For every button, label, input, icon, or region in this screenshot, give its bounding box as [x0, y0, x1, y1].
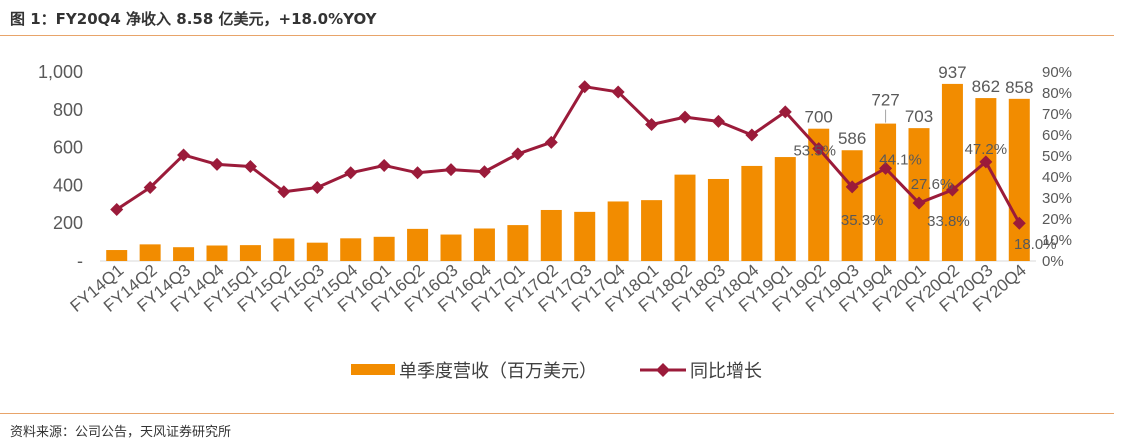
growth-marker [578, 80, 592, 94]
growth-marker [344, 166, 358, 180]
bar [273, 238, 295, 261]
growth-marker [444, 163, 458, 177]
growth-marker [879, 161, 893, 175]
growth-marker [544, 135, 558, 149]
legend-line-label: 同比增长 [690, 361, 762, 382]
bar-data-label: 727 [871, 91, 899, 110]
growth-marker [912, 196, 926, 210]
growth-marker [511, 147, 525, 161]
y-left-tick-label: 400 [53, 175, 83, 195]
growth-marker [277, 185, 291, 199]
growth-marker [110, 203, 124, 217]
growth-line [115, 85, 1021, 224]
growth-marker [845, 180, 859, 194]
y-left-tick-label: 800 [53, 100, 83, 120]
growth-marker [310, 181, 324, 194]
chart-title: 图 1：FY20Q4 净收入 8.58 亿美元，+18.0%YOY [10, 10, 377, 28]
growth-marker [611, 85, 625, 99]
growth-marker [411, 166, 425, 180]
bar-data-label: 862 [972, 77, 1000, 96]
y-right-tick-label: 30% [1042, 190, 1072, 207]
y-right-tick-label: 50% [1042, 148, 1072, 165]
growth-marker [243, 160, 257, 173]
line-data-label: 35.3% [841, 212, 884, 229]
growth-marker [812, 142, 826, 156]
growth-marker [210, 157, 224, 171]
bar-data-label: 703 [905, 107, 933, 126]
legend-bar-swatch [351, 364, 395, 375]
top-rule [0, 35, 1114, 36]
bar [373, 236, 395, 261]
line-data-label: 44.1% [879, 151, 922, 168]
growth-marker [745, 128, 759, 142]
legend-bar-label: 单季度营收（百万美元） [399, 361, 597, 382]
bar [173, 247, 195, 261]
bar [306, 242, 328, 261]
y-left-tick-label: - [77, 251, 83, 271]
y-left-tick-label: 600 [53, 138, 83, 158]
bar [440, 234, 462, 261]
source-note: 资料来源：公司公告，天风证券研究所 [10, 425, 232, 440]
bar [407, 228, 429, 261]
line-data-label: 47.2% [965, 141, 1008, 158]
y-right-tick-label: 80% [1042, 85, 1072, 102]
line-data-label: 27.6% [911, 176, 954, 193]
bar-data-label: 700 [805, 108, 833, 127]
growth-marker [177, 148, 191, 162]
bar-data-label: 858 [1005, 78, 1033, 97]
bar [540, 209, 562, 261]
legend-line-marker [656, 363, 670, 377]
bar [607, 201, 629, 261]
growth-marker [477, 165, 491, 179]
bar [808, 128, 830, 261]
bar [707, 178, 729, 261]
line-data-label: 18.0% [1014, 236, 1057, 253]
bar [239, 245, 261, 261]
line-data-label: 33.8% [927, 213, 970, 230]
bar [1008, 98, 1030, 261]
y-right-tick-label: 20% [1042, 211, 1072, 228]
y-right-tick-label: 70% [1042, 106, 1072, 123]
bar [941, 83, 963, 261]
growth-marker [1012, 216, 1026, 230]
growth-marker [645, 118, 659, 131]
y-right-tick-label: 10% [1042, 232, 1072, 249]
growth-marker [143, 181, 157, 194]
bar [774, 157, 796, 261]
y-right-tick-label: 40% [1042, 169, 1072, 186]
bar [875, 123, 897, 261]
bar-data-label: 586 [838, 129, 866, 148]
growth-marker [678, 110, 692, 124]
y-right-tick-label: 0% [1042, 253, 1064, 270]
growth-marker [377, 158, 391, 172]
bar [641, 200, 663, 261]
y-left-tick-label: 200 [53, 213, 83, 233]
bar [206, 245, 228, 261]
bar [975, 98, 997, 261]
bar-data-label: 937 [938, 63, 966, 82]
growth-marker [979, 155, 993, 169]
bar [340, 238, 362, 261]
growth-marker [778, 105, 792, 119]
bar [473, 228, 495, 261]
y-left-tick-label: 1,000 [38, 62, 83, 82]
growth-marker [711, 114, 725, 128]
bottom-rule [0, 413, 1114, 414]
bar [507, 225, 529, 261]
bar [674, 174, 696, 261]
bar [741, 165, 763, 261]
growth-marker [945, 183, 959, 197]
y-right-tick-label: 60% [1042, 127, 1072, 144]
bar [841, 150, 863, 261]
bar [908, 128, 930, 261]
line-data-label: 53.5% [793, 143, 836, 160]
y-right-tick-label: 90% [1042, 64, 1072, 81]
bar [106, 250, 128, 261]
bar [139, 244, 161, 261]
bar [574, 211, 596, 261]
